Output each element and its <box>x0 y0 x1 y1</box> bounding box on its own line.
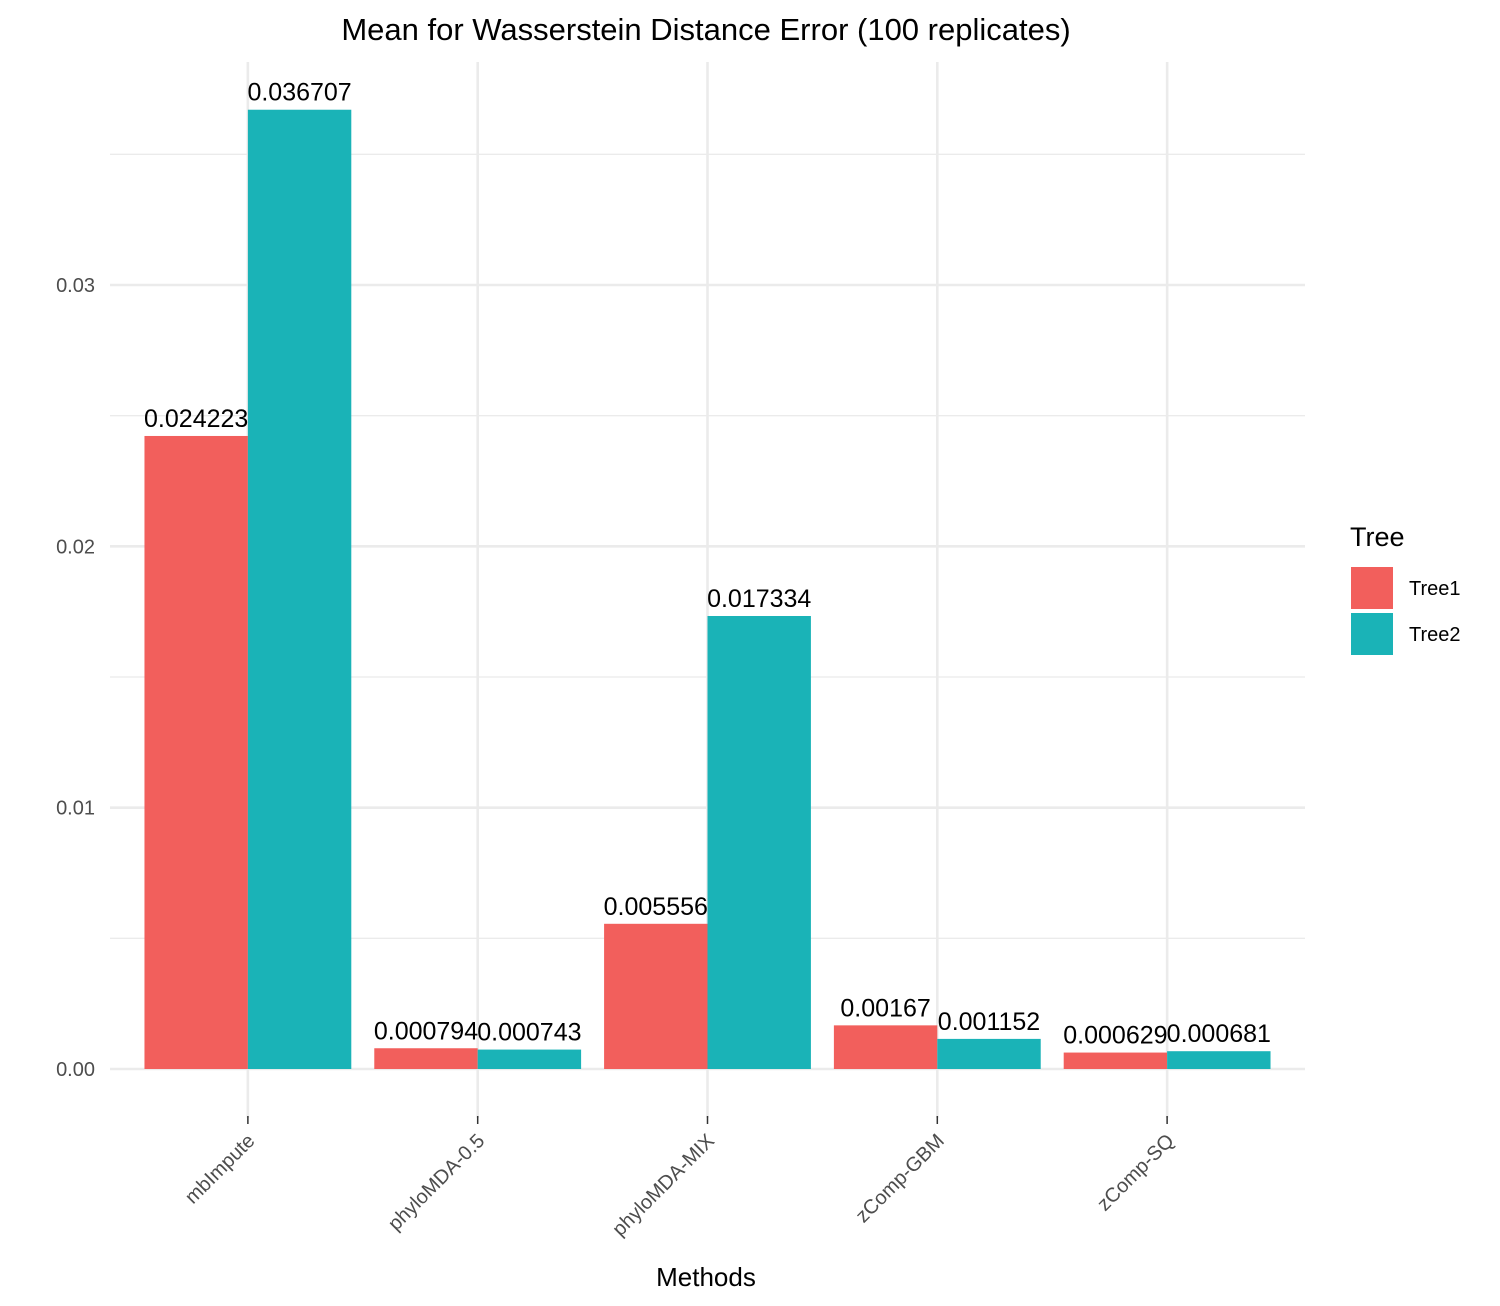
bar-tree2-zcomp-sq <box>1167 1051 1271 1069</box>
bar-tree1-mbimpute <box>144 435 248 1069</box>
bar-tree2-phylomda-0.5 <box>477 1049 582 1069</box>
chart-title: Mean for Wasserstein Distance Error (100… <box>341 12 1070 47</box>
y-tick-label: 0.01 <box>56 798 95 820</box>
bar-tree1-zcomp-gbm <box>833 1025 938 1069</box>
data-label: 0.024223 <box>144 405 248 433</box>
y-tick-label: 0.03 <box>56 275 95 297</box>
bar-tree2-mbimpute <box>247 109 352 1069</box>
x-tick-label: zComp-SQ <box>1093 1130 1178 1215</box>
y-axis: 0.00 0.01 0.02 0.03 <box>56 275 95 1081</box>
legend-title: Tree <box>1350 522 1405 552</box>
data-label: 0.000629 <box>1063 1022 1167 1050</box>
bars <box>144 109 1271 1069</box>
x-axis: mbImpute phyloMDA-0.5 phyloMDA-MIX zComp-GB… <box>181 1116 1179 1241</box>
data-label: 0.036707 <box>247 79 351 107</box>
legend-key-tree2 <box>1351 613 1393 655</box>
x-tick-label: phyloMDA-0.5 <box>384 1130 489 1235</box>
bar-tree2-phylomda-mix <box>707 616 811 1069</box>
x-axis-title: Methods <box>656 1262 756 1292</box>
bar-tree1-zcomp-sq <box>1063 1052 1168 1069</box>
x-tick-label: phyloMDA-MIX <box>608 1130 719 1241</box>
data-label: 0.000681 <box>1167 1020 1271 1048</box>
bar-tree2-zcomp-gbm <box>937 1038 1041 1069</box>
data-label: 0.001152 <box>938 1008 1040 1036</box>
data-label: 0.00167 <box>840 994 930 1022</box>
x-tick-label: mbImpute <box>181 1130 259 1208</box>
legend: Tree Tree1 Tree2 <box>1350 522 1461 655</box>
x-tick-label: zComp-GBM <box>852 1130 949 1227</box>
data-label: 0.000743 <box>477 1019 581 1047</box>
legend-label: Tree2 <box>1409 624 1461 646</box>
y-tick-label: 0.02 <box>56 536 95 558</box>
data-label: 0.017334 <box>707 585 811 613</box>
y-tick-label: 0.00 <box>56 1059 95 1081</box>
data-labels: 0.0242230.0007940.0055560.001670.0006290… <box>144 79 1271 1050</box>
data-label: 0.000794 <box>374 1017 478 1045</box>
bar-tree1-phylomda-mix <box>604 923 708 1069</box>
data-label: 0.005556 <box>604 893 708 921</box>
bar-tree1-phylomda-0.5 <box>374 1048 478 1069</box>
legend-key-tree1 <box>1351 567 1393 609</box>
legend-label: Tree1 <box>1409 578 1461 600</box>
